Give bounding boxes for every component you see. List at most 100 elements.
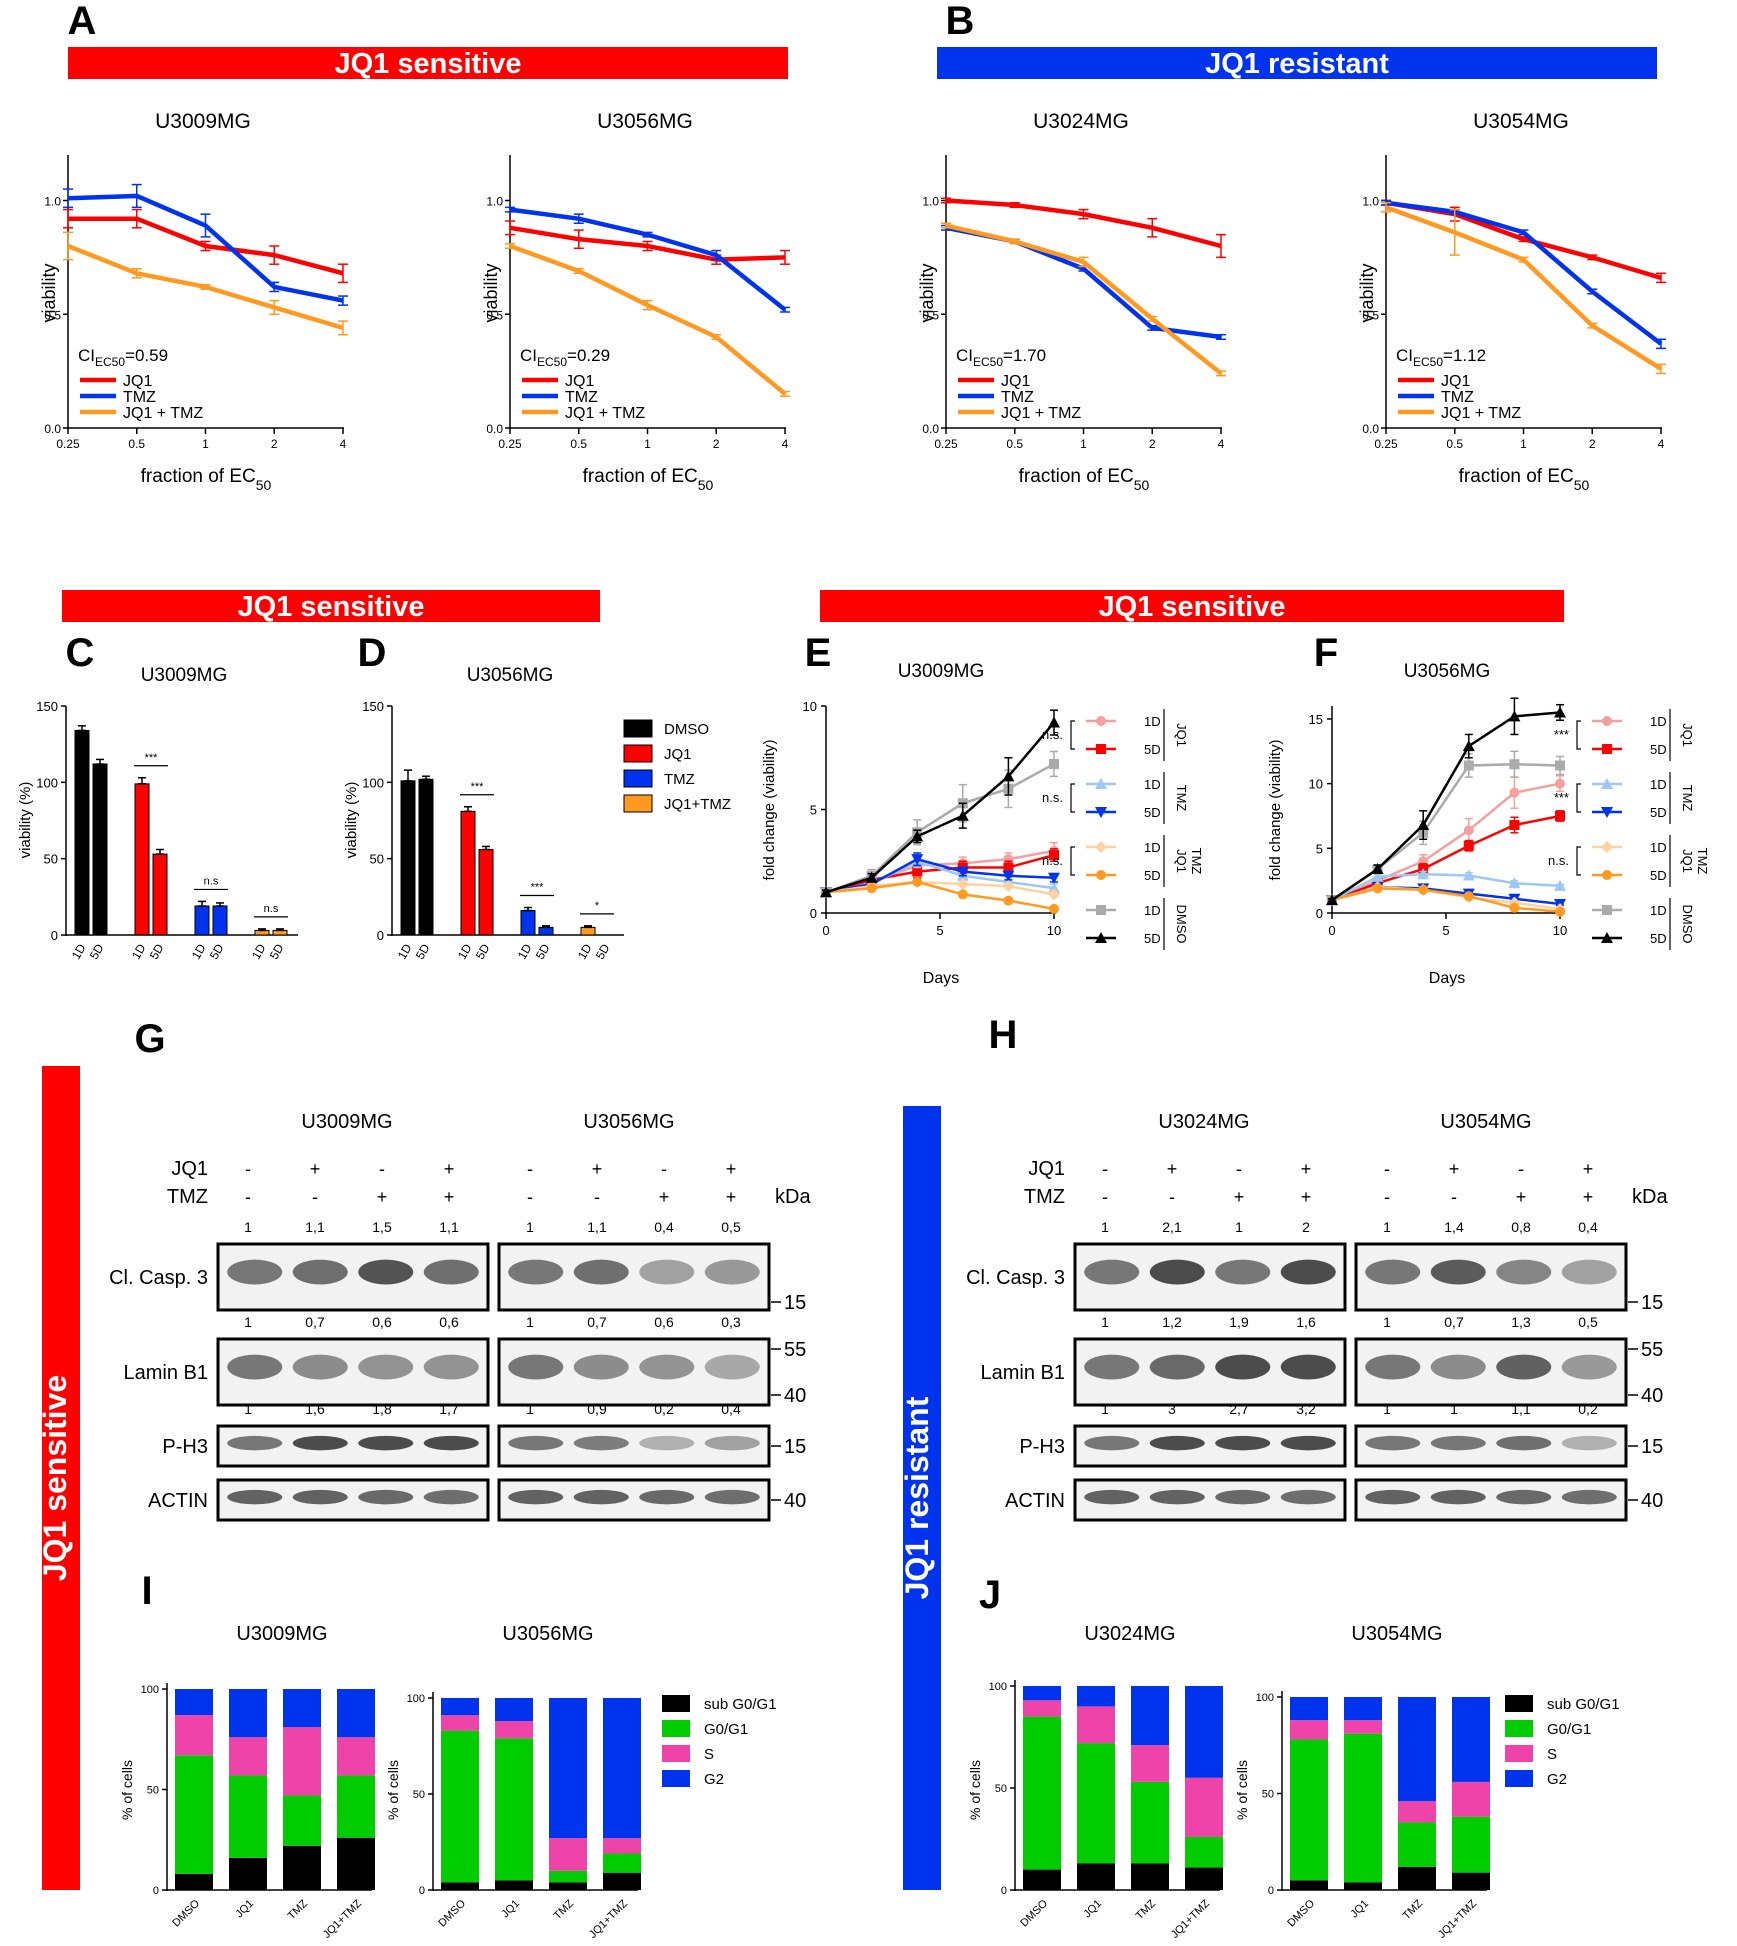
legend-label: JQ1 + TMZ: [1441, 405, 1521, 422]
significance-label: ***: [1554, 727, 1569, 742]
stacked-bar-segment: [441, 1730, 479, 1883]
chart-J2: U3054MG 0 50 100 % of cells DMSO JQ1 TMZ JQ1+TMZ: [1234, 1623, 1490, 1941]
x-tick-label: 0.25: [934, 437, 958, 451]
data-point: [1002, 880, 1015, 893]
series-line: [1331, 887, 1561, 913]
blot-row-label: ACTIN: [1005, 1490, 1065, 1512]
legend-swatch: [662, 1695, 690, 1712]
blot-quant: 1: [1101, 1401, 1109, 1417]
ci-value: =1.70: [1003, 346, 1046, 365]
blot-band: [1561, 1354, 1617, 1380]
stacked-bar-segment: [1290, 1880, 1328, 1890]
blot-sign: +: [1583, 1187, 1594, 1207]
chart-title: U3009MG: [155, 110, 251, 133]
legend-label: 5D: [1650, 742, 1667, 757]
data-point: [1418, 884, 1429, 895]
blot-band: [704, 1354, 760, 1380]
significance-bracket: [1070, 720, 1075, 750]
y-tick-label: 100: [407, 1693, 425, 1705]
panel-letter-C: C: [66, 631, 95, 675]
x-tick-label: 5D: [593, 941, 613, 962]
blot-band: [573, 1435, 629, 1451]
ci-label: CIEC50=0.29: [520, 346, 610, 369]
blot-band: [1561, 1435, 1617, 1451]
chart-title: U3056MG: [467, 665, 554, 686]
data-point: [1049, 850, 1059, 861]
data-point: [912, 876, 923, 887]
blot-band: [704, 1435, 760, 1451]
blot-sign: +: [592, 1159, 603, 1179]
stacked-bar-segment: [1344, 1733, 1382, 1883]
series-line: [825, 880, 1055, 896]
legend-swatch: [662, 1720, 690, 1737]
y-tick-label: 1.0: [922, 195, 939, 209]
data-point: [1555, 760, 1565, 771]
legend-label: sub G0/G1: [704, 1696, 777, 1713]
blot-quant: 1,7: [439, 1401, 459, 1417]
banner-cd-bar: [62, 590, 600, 622]
y-tick-label: 150: [36, 699, 58, 714]
x-tick-label: JQ1: [1348, 1898, 1371, 1921]
y-tick-label: 0.5: [486, 308, 503, 322]
blot-quant: 1: [1383, 1219, 1391, 1235]
blot-band: [573, 1259, 629, 1285]
blot-quant: 1: [1450, 1401, 1458, 1417]
blot-quant: 2: [1302, 1219, 1310, 1235]
blot-cell-line: U3056MG: [583, 1111, 674, 1133]
stacked-bar-segment: [549, 1698, 587, 1839]
blot-band: [1215, 1354, 1271, 1380]
blot-band: [423, 1259, 479, 1285]
data-point: [1417, 868, 1430, 880]
panel-letter-H: H: [989, 1013, 1018, 1057]
chart-title: U3054MG: [1351, 1623, 1442, 1645]
blot-band: [1496, 1435, 1552, 1451]
blot-band: [1280, 1259, 1336, 1285]
data-point: [1602, 716, 1612, 726]
legend-swatch: [1505, 1745, 1533, 1762]
legend-label: 1D: [1650, 903, 1667, 918]
blot-marker-label: 40: [1641, 1385, 1663, 1407]
blot-band: [423, 1489, 479, 1505]
significance-bracket: [1576, 846, 1581, 876]
y-tick-label: 0.5: [1362, 308, 1379, 322]
blot-band: [1365, 1435, 1421, 1451]
x-tick-label: 1D: [189, 941, 209, 962]
blot-quant: 0,2: [654, 1401, 674, 1417]
bar: [74, 729, 90, 936]
data-point: [1096, 716, 1106, 726]
legend-group-label: JQ1: [1680, 849, 1695, 873]
blot-quant: 2,1: [1162, 1219, 1182, 1235]
stacked-bar-segment: [1398, 1801, 1436, 1823]
data-point: [865, 871, 878, 883]
stacked-bar-segment: [1290, 1697, 1328, 1721]
data-point: [1371, 870, 1384, 882]
blot-quant: 1,6: [305, 1401, 325, 1417]
series-line: [825, 857, 1055, 894]
chart-title: U3056MG: [597, 110, 693, 133]
legend-label: 1D: [1144, 903, 1161, 918]
banner-g-label: JQ1 sensitive: [37, 1375, 73, 1581]
blot-sign: -: [1451, 1187, 1457, 1207]
y-axis-label: % of cells: [119, 1760, 135, 1820]
legend-swatch: [1505, 1720, 1533, 1737]
ci-subscript: EC50: [95, 355, 125, 369]
bar: [538, 926, 554, 936]
stacked-bar-segment: [1344, 1882, 1382, 1890]
panel-letter-F: F: [1314, 631, 1338, 675]
blot-marker-label: 40: [1641, 1490, 1663, 1512]
x-tick-label: TMZ: [1134, 1897, 1159, 1922]
significance-bracket: [1070, 783, 1075, 813]
legend-group-label: JQ1: [1174, 723, 1189, 747]
stacked-bar-segment: [1131, 1686, 1169, 1746]
data-point: [1049, 903, 1059, 914]
y-axis-label: % of cells: [967, 1760, 983, 1820]
blot-band: [358, 1489, 414, 1505]
x-tick-label: 4: [782, 437, 789, 451]
bar: [212, 905, 228, 936]
blot-treatment-label: JQ1: [1028, 1158, 1065, 1180]
blot-band: [1430, 1259, 1486, 1285]
data-point: [1417, 819, 1430, 831]
stacked-bar-segment: [229, 1689, 267, 1738]
blot-quant: 1,2: [1162, 1314, 1182, 1330]
